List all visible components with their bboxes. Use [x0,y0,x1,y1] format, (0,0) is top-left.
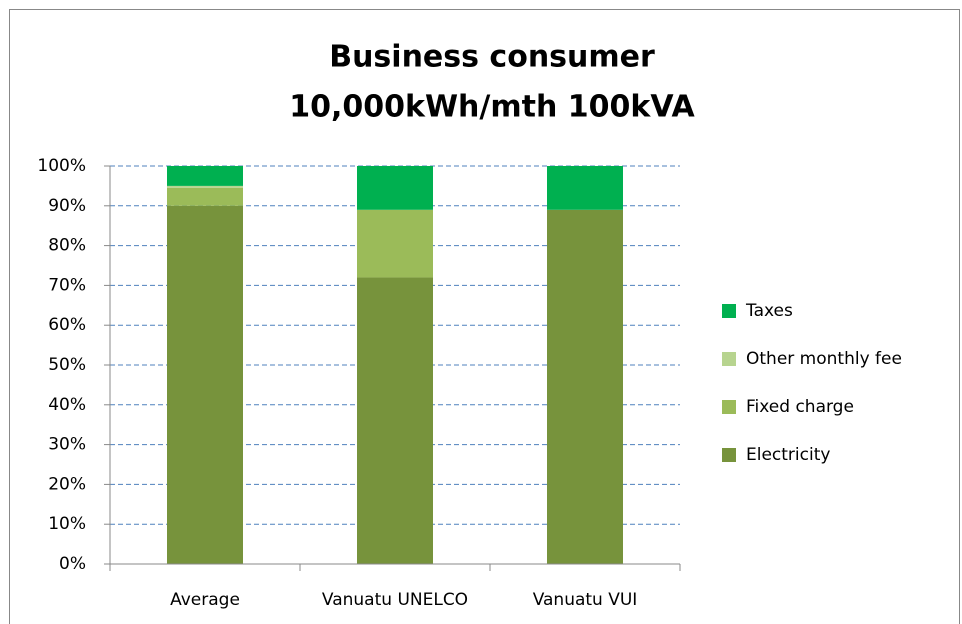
y-tick-label: 40% [48,395,86,415]
y-tick-label: 20% [48,474,86,494]
bar-segment [167,205,243,565]
x-tick-label: Vanuatu VUI [533,590,638,610]
bar-segment [547,209,623,564]
chart-title: Business consumer [329,40,655,75]
bar-segment [547,166,623,210]
y-tick-label: 0% [59,554,86,574]
y-tick-label: 90% [48,196,86,216]
y-tick-label: 10% [48,514,86,534]
x-tick-label: Vanuatu UNELCO [322,590,468,610]
chart-title: 10,000kWh/mth 100kVA [289,90,695,125]
legend-swatch [722,400,736,414]
legend-label: Other monthly fee [746,349,902,369]
x-tick-label: Average [170,590,240,610]
bar-segment [357,166,433,210]
bar-segment [167,187,243,206]
bar-segment [167,166,243,186]
y-tick-label: 50% [48,355,86,375]
legend-label: Taxes [745,301,793,321]
y-tick-label: 80% [48,236,86,256]
y-tick-label: 60% [48,315,86,335]
legend-label: Fixed charge [746,397,854,417]
bar-segment [357,277,433,564]
legend-swatch [722,448,736,462]
legend-label: Electricity [746,445,830,465]
bar-segment [357,209,433,278]
y-tick-label: 100% [37,156,86,176]
bar-segment [167,185,243,188]
legend-swatch [722,352,736,366]
legend-swatch [722,304,736,318]
y-tick-label: 70% [48,275,86,295]
y-tick-label: 30% [48,435,86,455]
